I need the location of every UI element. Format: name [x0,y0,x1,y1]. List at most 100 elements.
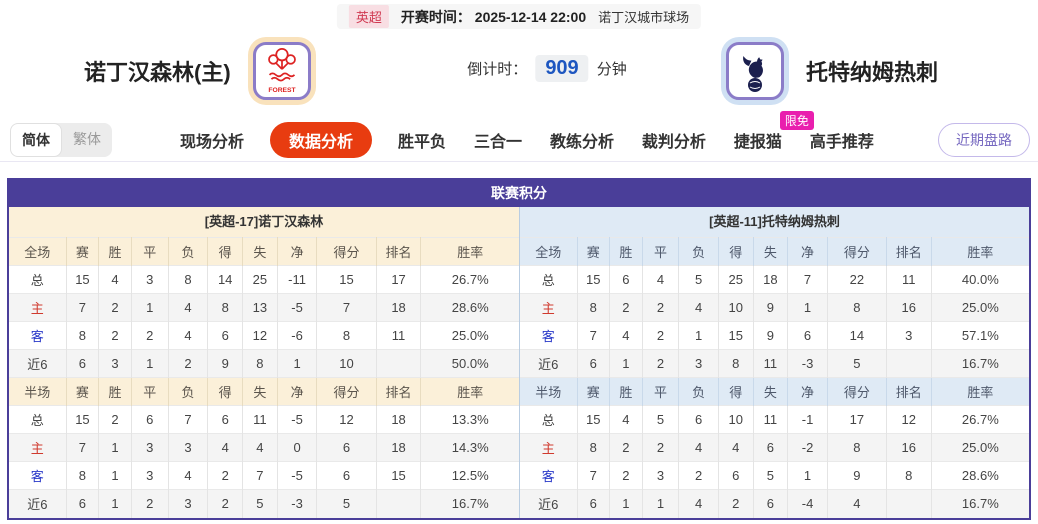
column-header: 赛 [66,377,100,406]
match-header: 诺丁汉森林(主) FOREST 倒计时： 909 分钟 [0,30,1038,115]
stats-row: 总 15 6 4 5 25 18 7 22 11 40.0% [520,265,1029,294]
row-label: 客 [9,461,67,490]
column-header: 得 [207,237,244,266]
column-header: 赛 [577,237,611,266]
stat-cell: 40.0% [931,265,1029,294]
stat-cell: 50.0% [420,349,519,378]
stat-cell: 22 [827,265,887,294]
stat-cell: 10 [316,349,377,378]
column-header: 胜率 [420,237,519,266]
countdown-value: 909 [535,55,589,82]
stats-row: 客 8 1 3 4 2 7 -5 6 15 12.5% [9,461,519,490]
stat-cell: 5 [242,489,278,518]
stat-cell: 3 [131,433,169,462]
home-team-block: 诺丁汉森林(主) FOREST [84,42,311,100]
stat-cell: -2 [787,433,828,462]
column-header: 胜 [98,377,132,406]
tab-捷报猫[interactable]: 捷报猫 限免 [732,110,814,157]
free-badge: 限免 [779,110,814,130]
stat-cell: 18 [753,265,789,294]
stat-cell: 4 [678,293,719,322]
away-team-crest-icon [725,42,784,100]
stat-cell: 15 [718,321,754,350]
stat-cell: 6 [66,349,100,378]
column-header: 全场 [9,237,67,266]
stat-cell: 8 [718,349,754,378]
recent-odds-button[interactable]: 近期盘路 [938,122,1030,157]
stat-cell: 2 [131,489,169,518]
stat-cell: 6 [609,265,643,294]
row-label: 总 [9,405,67,434]
column-header: 排名 [886,237,932,266]
home-team-crest-icon: FOREST [252,42,311,100]
stat-cell: 15 [316,265,377,294]
countdown-label: 倒计时： [467,61,528,78]
stat-cell: -1 [787,405,828,434]
stat-cell: -6 [277,321,318,350]
column-header: 排名 [886,377,932,406]
stat-cell: 25 [242,265,278,294]
panel-title: 联赛积分 [9,180,1029,207]
stat-cell: 3 [168,433,209,462]
column-header: 胜率 [931,237,1029,266]
stats-row: 客 8 2 2 4 6 12 -6 8 11 25.0% [9,321,519,350]
stat-cell: 4 [642,265,680,294]
tab-教练分析[interactable]: 教练分析 [549,133,614,151]
stat-cell: 15 [577,405,611,434]
stat-cell: 14 [827,321,887,350]
stat-cell: 8 [168,265,209,294]
panel-body: [英超-17]诺丁汉森林 全场赛胜平负得失净得分 排名 胜率总 15 4 3 8 14 25 -1… [9,207,1029,518]
stats-header-row: 半场赛胜平负得失净得分 排名 胜率 [520,377,1029,406]
stats-header-row: 全场赛胜平负得失净得分 排名 胜率 [9,237,519,266]
stat-cell [886,349,932,378]
stat-cell: 1 [277,349,318,378]
tab-高手推荐[interactable]: 高手推荐 [809,133,874,151]
tab-数据分析[interactable]: 数据分析 [269,121,372,158]
league-badge: 英超 [348,5,389,28]
row-label: 客 [520,321,578,350]
stat-cell: 4 [609,321,643,350]
column-header: 净 [277,237,318,266]
stat-cell: 4 [609,405,643,434]
stat-cell: 3 [678,349,719,378]
stat-cell: 15 [66,405,100,434]
row-label: 总 [520,405,578,434]
stat-cell: 17 [376,265,422,294]
stat-cell: 5 [753,461,789,490]
stats-row: 总 15 4 3 8 14 25 -11 15 17 26.7% [9,265,519,294]
stat-cell: 14 [207,265,244,294]
stat-cell: 6 [753,489,789,518]
tab-三合一[interactable]: 三合一 [473,133,522,151]
column-header: 赛 [577,377,611,406]
column-header: 得分 [316,377,377,406]
column-header: 负 [168,377,209,406]
home-team-name: 诺丁汉森林(主) [84,60,231,85]
stats-row: 主 8 2 2 4 10 9 1 8 16 25.0% [520,293,1029,322]
stat-cell: 2 [131,321,169,350]
league-points-panel: 联赛积分 [英超-17]诺丁汉森林 全场赛胜平负得失净得分 排名 胜率总 15 4 3 8 1… [7,178,1031,520]
stat-cell: 28.6% [931,461,1029,490]
stat-cell: 7 [66,433,100,462]
tab-现场分析[interactable]: 现场分析 [180,133,245,151]
stat-cell: 25.0% [931,293,1029,322]
stat-cell: 9 [207,349,244,378]
stat-cell: 1 [678,321,719,350]
home-crest-text: FOREST [268,87,296,94]
tab-胜平负[interactable]: 胜平负 [397,133,446,151]
row-label: 近6 [9,489,67,518]
stat-cell: 4 [168,293,209,322]
column-header: 得 [718,237,754,266]
lang-traditional-button[interactable]: 繁体 [73,130,101,147]
row-label: 总 [9,265,67,294]
home-stats-side: [英超-17]诺丁汉森林 全场赛胜平负得失净得分 排名 胜率总 15 4 3 8 14 25 -1… [9,207,519,518]
stat-cell: 6 [787,321,828,350]
lang-simplified-button[interactable]: 简体 [10,122,62,157]
stats-row: 近6 6 1 2 3 8 11 -3 5 16.7% [520,349,1029,378]
stat-cell: -5 [277,293,318,322]
away-stats-table: 全场赛胜平负得失净得分 排名 胜率总 15 6 4 5 25 18 7 22 11 40.0% 主 8 2 2 4… [520,237,1029,518]
tab-裁判分析[interactable]: 裁判分析 [641,133,706,151]
stat-cell: 2 [642,433,680,462]
stat-cell: 5 [827,349,887,378]
column-header: 胜率 [931,377,1029,406]
stat-cell: 1 [98,489,132,518]
